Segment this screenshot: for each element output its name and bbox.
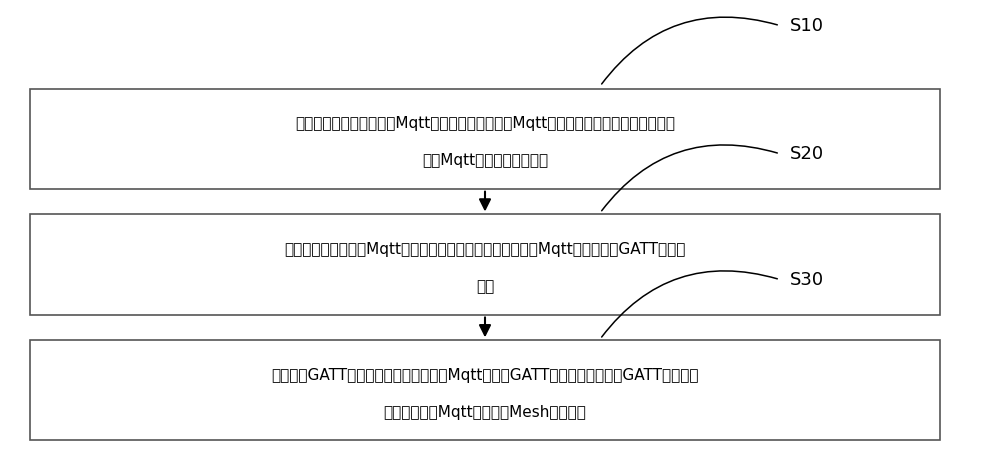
Text: 接收终端设备发送的第一Mqtt消息，在对所述第一Mqtt消息进行分类后，对分类得到的: 接收终端设备发送的第一Mqtt消息，在对所述第一Mqtt消息进行分类后，对分类得… [295,116,675,131]
Text: 第二Mqtt消息进行去重处理: 第二Mqtt消息进行去重处理 [422,153,548,168]
Bar [30,214,940,315]
Bar [30,89,940,189]
Text: 息池: 息池 [476,279,494,294]
Text: 定时请求并发送第二Mqtt消息至过滤器，将过滤得到的第三Mqtt消息存放在GATT通道消: 定时请求并发送第二Mqtt消息至过滤器，将过滤得到的第三Mqtt消息存放在GAT… [284,242,686,257]
Bar [30,340,940,440]
Text: S10: S10 [790,17,824,34]
Text: 发送所述GATT通道消息池中的所述第三Mqtt消息至GATT代理设备，使所述GATT代理设备: 发送所述GATT通道消息池中的所述第三Mqtt消息至GATT代理设备，使所述GA… [271,368,699,383]
Text: S20: S20 [790,145,824,163]
Text: S30: S30 [790,271,824,288]
Text: 转发所述第三Mqtt消息至各Mesh网络设备: 转发所述第三Mqtt消息至各Mesh网络设备 [384,405,586,420]
